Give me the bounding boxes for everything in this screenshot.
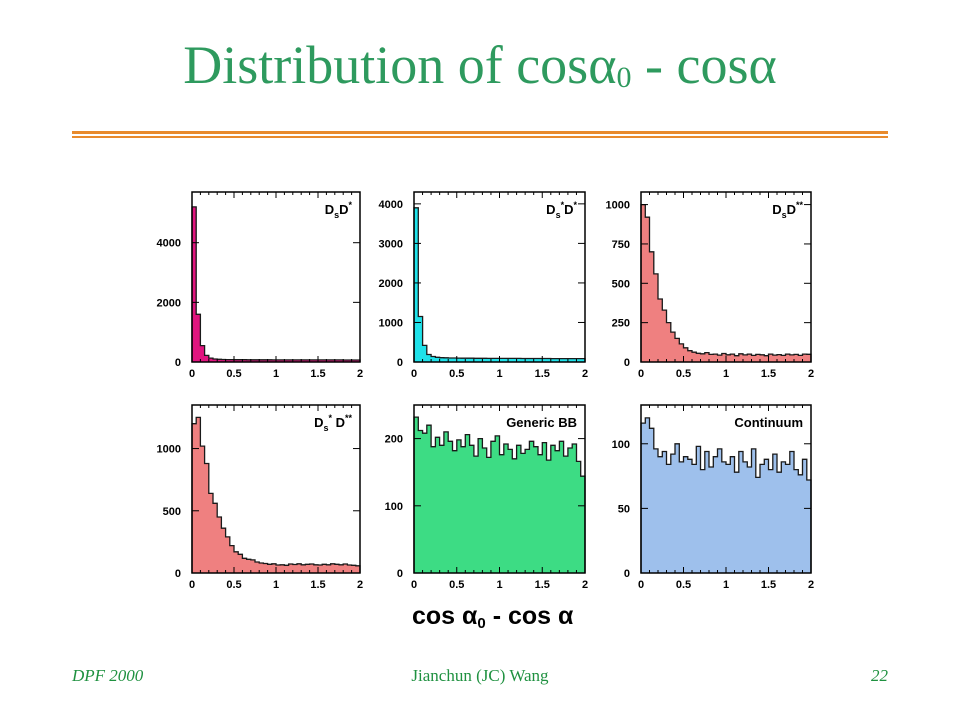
x-tick-label: 1 (496, 579, 502, 591)
x-tick-label: 2 (808, 368, 814, 380)
y-tick-label: 3000 (379, 238, 403, 250)
x-tick-label: 1 (273, 579, 279, 591)
histogram-panel-6: 0 0.5 1 1.5 2 0 50 100 Continuum (612, 404, 814, 591)
x-tick-label: 0 (638, 579, 644, 591)
x-tick-label: 1.5 (310, 368, 325, 380)
title-text: Distribution of cos (183, 35, 589, 95)
title-text-mid: - cos (631, 35, 749, 95)
histogram-label: Continuum (734, 415, 803, 430)
histogram-panel-1: 0 0.5 1 1.5 2 0 2000 4000 Ds​D*​ (157, 191, 363, 380)
x-axis-title-subscript: 0 (477, 615, 486, 632)
y-tick-label: 4000 (157, 238, 181, 250)
x-tick-label: 0.5 (449, 368, 464, 380)
histogram-fill (414, 417, 585, 573)
x-tick-label: 1 (273, 368, 279, 380)
x-tick-label: 1 (723, 368, 729, 380)
footer-author: Jianchun (JC) Wang (411, 666, 549, 685)
x-tick-label: 0.5 (676, 368, 691, 380)
title-subscript: 0 (616, 61, 632, 94)
y-tick-label: 1000 (606, 200, 630, 212)
x-axis-title: cos α0 - cos α (412, 602, 574, 632)
x-tick-label: 1.5 (310, 579, 325, 591)
y-tick-label: 0 (624, 568, 630, 580)
histogram-outline (413, 416, 586, 573)
title-rule-top (72, 131, 888, 134)
slide-title: Distribution of cosα0 - cosα (0, 35, 960, 95)
histogram-fill (192, 206, 360, 362)
y-tick-label: 2000 (157, 297, 181, 309)
histogram-fill (192, 417, 360, 573)
x-tick-label: 2 (582, 368, 588, 380)
y-tick-label: 0 (624, 357, 630, 369)
title-alpha: α (748, 35, 777, 95)
footer-conference: DPF 2000 (72, 666, 144, 685)
x-tick-label: 0 (411, 579, 417, 591)
y-tick-label: 250 (612, 318, 630, 330)
title-alpha0: α (588, 35, 617, 95)
y-tick-label: 100 (385, 501, 403, 513)
x-tick-label: 0.5 (449, 579, 464, 591)
x-tick-label: 0 (638, 368, 644, 380)
histogram-label: Ds​*​D*​ (546, 200, 577, 220)
histogram-fill (414, 207, 585, 362)
y-tick-label: 100 (612, 439, 630, 451)
x-axis-title-alpha: α (558, 602, 574, 630)
y-tick-label: 4000 (379, 199, 403, 211)
x-tick-label: 0 (189, 368, 195, 380)
x-tick-label: 1.5 (535, 579, 550, 591)
x-tick-label: 2 (808, 579, 814, 591)
x-tick-label: 1.5 (761, 368, 776, 380)
y-tick-label: 1000 (157, 444, 181, 456)
y-tick-label: 0 (175, 568, 181, 580)
histogram-fill (641, 204, 811, 362)
histogram-label: Generic BB (506, 415, 577, 430)
histogram-outline (640, 417, 812, 573)
x-tick-label: 0.5 (226, 368, 241, 380)
y-tick-label: 2000 (379, 278, 403, 290)
footer-page-number: 22 (871, 666, 888, 685)
x-tick-label: 1 (723, 579, 729, 591)
x-tick-label: 1.5 (535, 368, 550, 380)
y-tick-label: 200 (385, 434, 403, 446)
histogram-panel-5: 0 0.5 1 1.5 2 0 100 200 Generic BB (385, 404, 588, 591)
x-axis-title-cos: - cos (485, 602, 558, 630)
x-tick-label: 0.5 (676, 579, 691, 591)
histogram-label: Ds​D**​ (772, 200, 803, 220)
histogram-outline (191, 416, 361, 573)
y-tick-label: 50 (618, 503, 630, 515)
histogram-panel-4: 0 0.5 1 1.5 2 0 500 1000 Ds​*​ D**​ (157, 404, 363, 591)
y-tick-label: 0 (175, 357, 181, 369)
y-tick-label: 750 (612, 239, 630, 251)
x-tick-label: 2 (357, 368, 363, 380)
x-tick-label: 0 (189, 579, 195, 591)
histogram-outline (191, 206, 361, 362)
y-tick-label: 500 (612, 278, 630, 290)
x-tick-label: 2 (582, 579, 588, 591)
y-tick-label: 1000 (379, 317, 403, 329)
x-axis-title-cos0: cos (412, 602, 463, 630)
x-tick-label: 0.5 (226, 579, 241, 591)
histogram-label: Ds​D*​ (325, 200, 353, 220)
x-tick-label: 0 (411, 368, 417, 380)
y-tick-label: 500 (163, 506, 181, 518)
x-tick-label: 1.5 (761, 579, 776, 591)
x-tick-label: 2 (357, 579, 363, 591)
histogram-outline (413, 207, 586, 362)
histogram-panel-2: 0 0.5 1 1.5 2 0 1000 2000 3000 4000 Ds​*​D*​ (379, 191, 588, 380)
histogram-panel-3: 0 0.5 1 1.5 2 0 250 500 750 1000 Ds​D**​ (606, 191, 814, 380)
histogram-outline (640, 203, 812, 362)
y-tick-label: 0 (397, 568, 403, 580)
y-tick-label: 0 (397, 357, 403, 369)
histogram-label: Ds​*​ D**​ (314, 413, 352, 433)
title-rule-bottom (72, 136, 888, 138)
x-tick-label: 1 (496, 368, 502, 380)
x-axis-title-alpha0: α (462, 602, 478, 630)
histogram-fill (641, 417, 811, 573)
